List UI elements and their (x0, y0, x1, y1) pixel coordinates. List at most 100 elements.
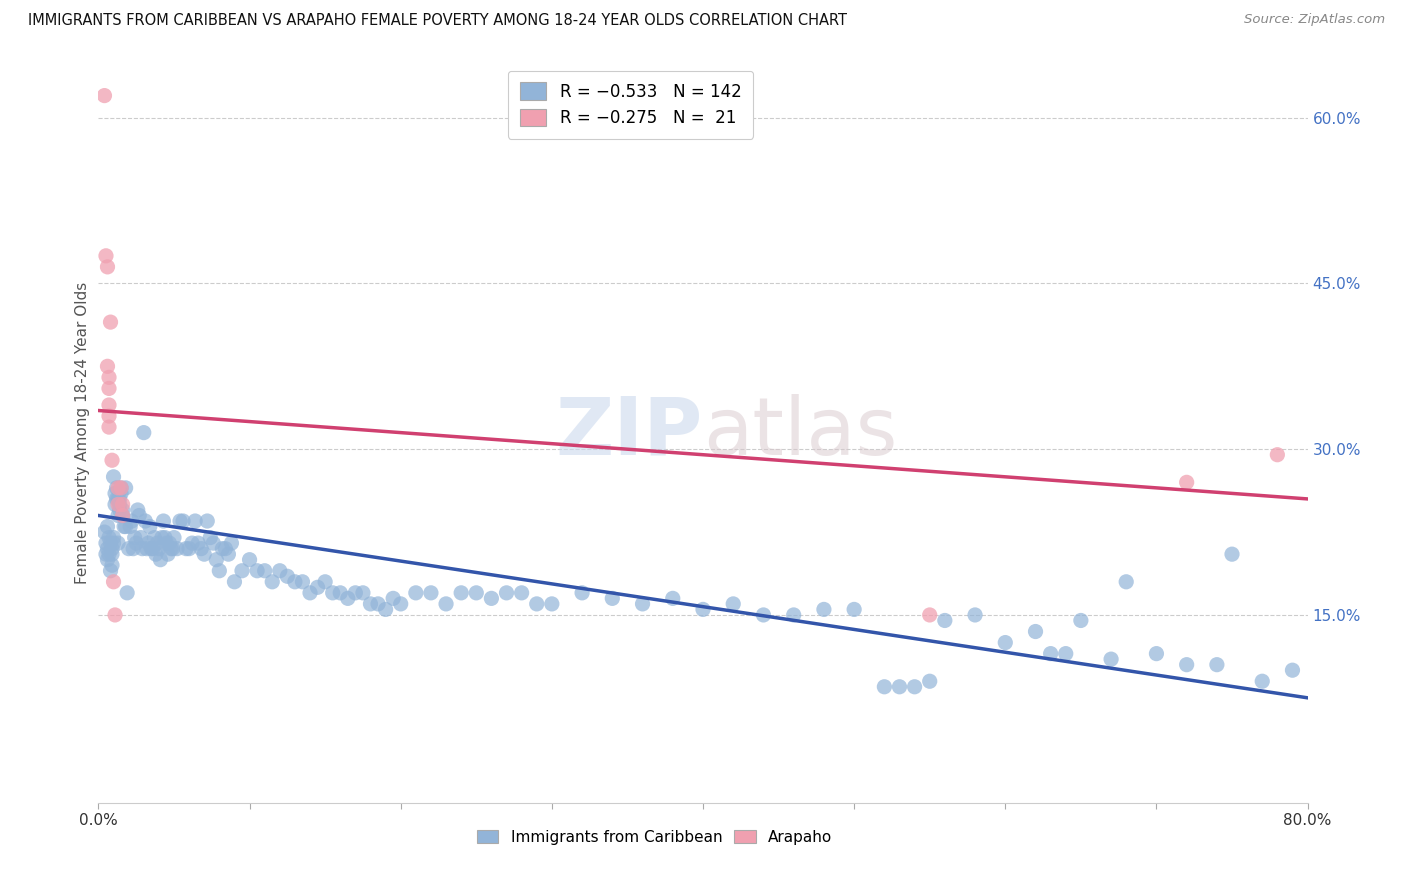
Point (100, 536, 122, 550)
Point (103, 574, 125, 589)
Point (111, 508, 134, 523)
Point (94, 536, 117, 550)
Point (1206, 657, 1229, 672)
Point (101, 541, 124, 556)
Point (382, 591, 405, 606)
Text: IMMIGRANTS FROM CARIBBEAN VS ARAPAHO FEMALE POVERTY AMONG 18-24 YEAR OLDS CORREL: IMMIGRANTS FROM CARIBBEAN VS ARAPAHO FEM… (28, 13, 848, 29)
Point (121, 514, 143, 528)
Point (156, 547, 179, 561)
Point (128, 508, 150, 523)
Point (107, 481, 129, 495)
Point (844, 602, 866, 616)
Point (111, 508, 134, 523)
Point (904, 680, 927, 694)
Point (96, 519, 118, 533)
Point (783, 607, 806, 622)
Point (994, 635, 1017, 649)
Point (195, 514, 218, 528)
Point (1054, 647, 1077, 661)
Point (101, 453, 124, 467)
Point (172, 514, 194, 528)
Point (450, 586, 472, 600)
Point (107, 508, 129, 523)
Point (115, 586, 138, 600)
Point (100, 564, 122, 578)
Point (139, 519, 162, 533)
Point (224, 574, 246, 589)
Point (141, 541, 163, 556)
Point (405, 586, 427, 600)
Point (143, 531, 166, 545)
Point (148, 541, 170, 556)
Point (98, 531, 121, 545)
Point (965, 607, 987, 622)
Point (329, 586, 352, 600)
Point (125, 536, 148, 550)
Y-axis label: Female Poverty Among 18-24 Year Olds: Female Poverty Among 18-24 Year Olds (75, 282, 90, 583)
Point (1220, 547, 1243, 561)
Point (284, 574, 307, 589)
Point (231, 564, 253, 578)
Point (276, 569, 298, 583)
Point (184, 514, 207, 528)
Text: Source: ZipAtlas.com: Source: ZipAtlas.com (1244, 13, 1385, 27)
Point (104, 486, 127, 500)
Point (94, 249, 117, 263)
Point (169, 514, 191, 528)
Point (190, 541, 212, 556)
Point (134, 514, 156, 528)
Point (103, 470, 125, 484)
Point (131, 541, 153, 556)
Point (110, 481, 132, 495)
Point (374, 602, 396, 616)
Point (152, 514, 174, 528)
Point (299, 586, 322, 600)
Point (100, 315, 122, 329)
Point (122, 541, 145, 556)
Point (149, 552, 172, 566)
Point (98, 420, 121, 434)
Point (465, 586, 488, 600)
Point (752, 607, 775, 622)
Point (108, 503, 131, 517)
Point (481, 591, 503, 606)
Point (193, 547, 215, 561)
Point (692, 602, 714, 616)
Point (93, 524, 115, 539)
Point (262, 574, 284, 589)
Point (420, 586, 443, 600)
Point (108, 491, 131, 506)
Point (540, 597, 562, 611)
Point (98, 370, 121, 384)
Point (103, 536, 125, 550)
Point (214, 541, 236, 556)
Text: ZIP: ZIP (555, 393, 703, 472)
Point (104, 607, 127, 622)
Point (108, 498, 131, 512)
Point (200, 531, 222, 545)
Point (96, 541, 118, 556)
Point (571, 586, 593, 600)
Point (132, 425, 155, 440)
Point (166, 541, 188, 556)
Point (307, 580, 329, 594)
Point (1267, 448, 1289, 462)
Point (1115, 574, 1137, 589)
Point (107, 536, 129, 550)
Point (1070, 614, 1092, 628)
Point (211, 541, 233, 556)
Point (510, 586, 533, 600)
Point (163, 531, 186, 545)
Point (918, 607, 941, 622)
Point (179, 541, 201, 556)
Point (114, 481, 136, 495)
Point (314, 574, 336, 589)
Point (111, 503, 134, 517)
Point (136, 536, 159, 550)
Point (322, 586, 344, 600)
Point (153, 531, 176, 545)
Point (889, 680, 911, 694)
Point (336, 591, 359, 606)
Point (112, 519, 135, 533)
Point (239, 552, 262, 566)
